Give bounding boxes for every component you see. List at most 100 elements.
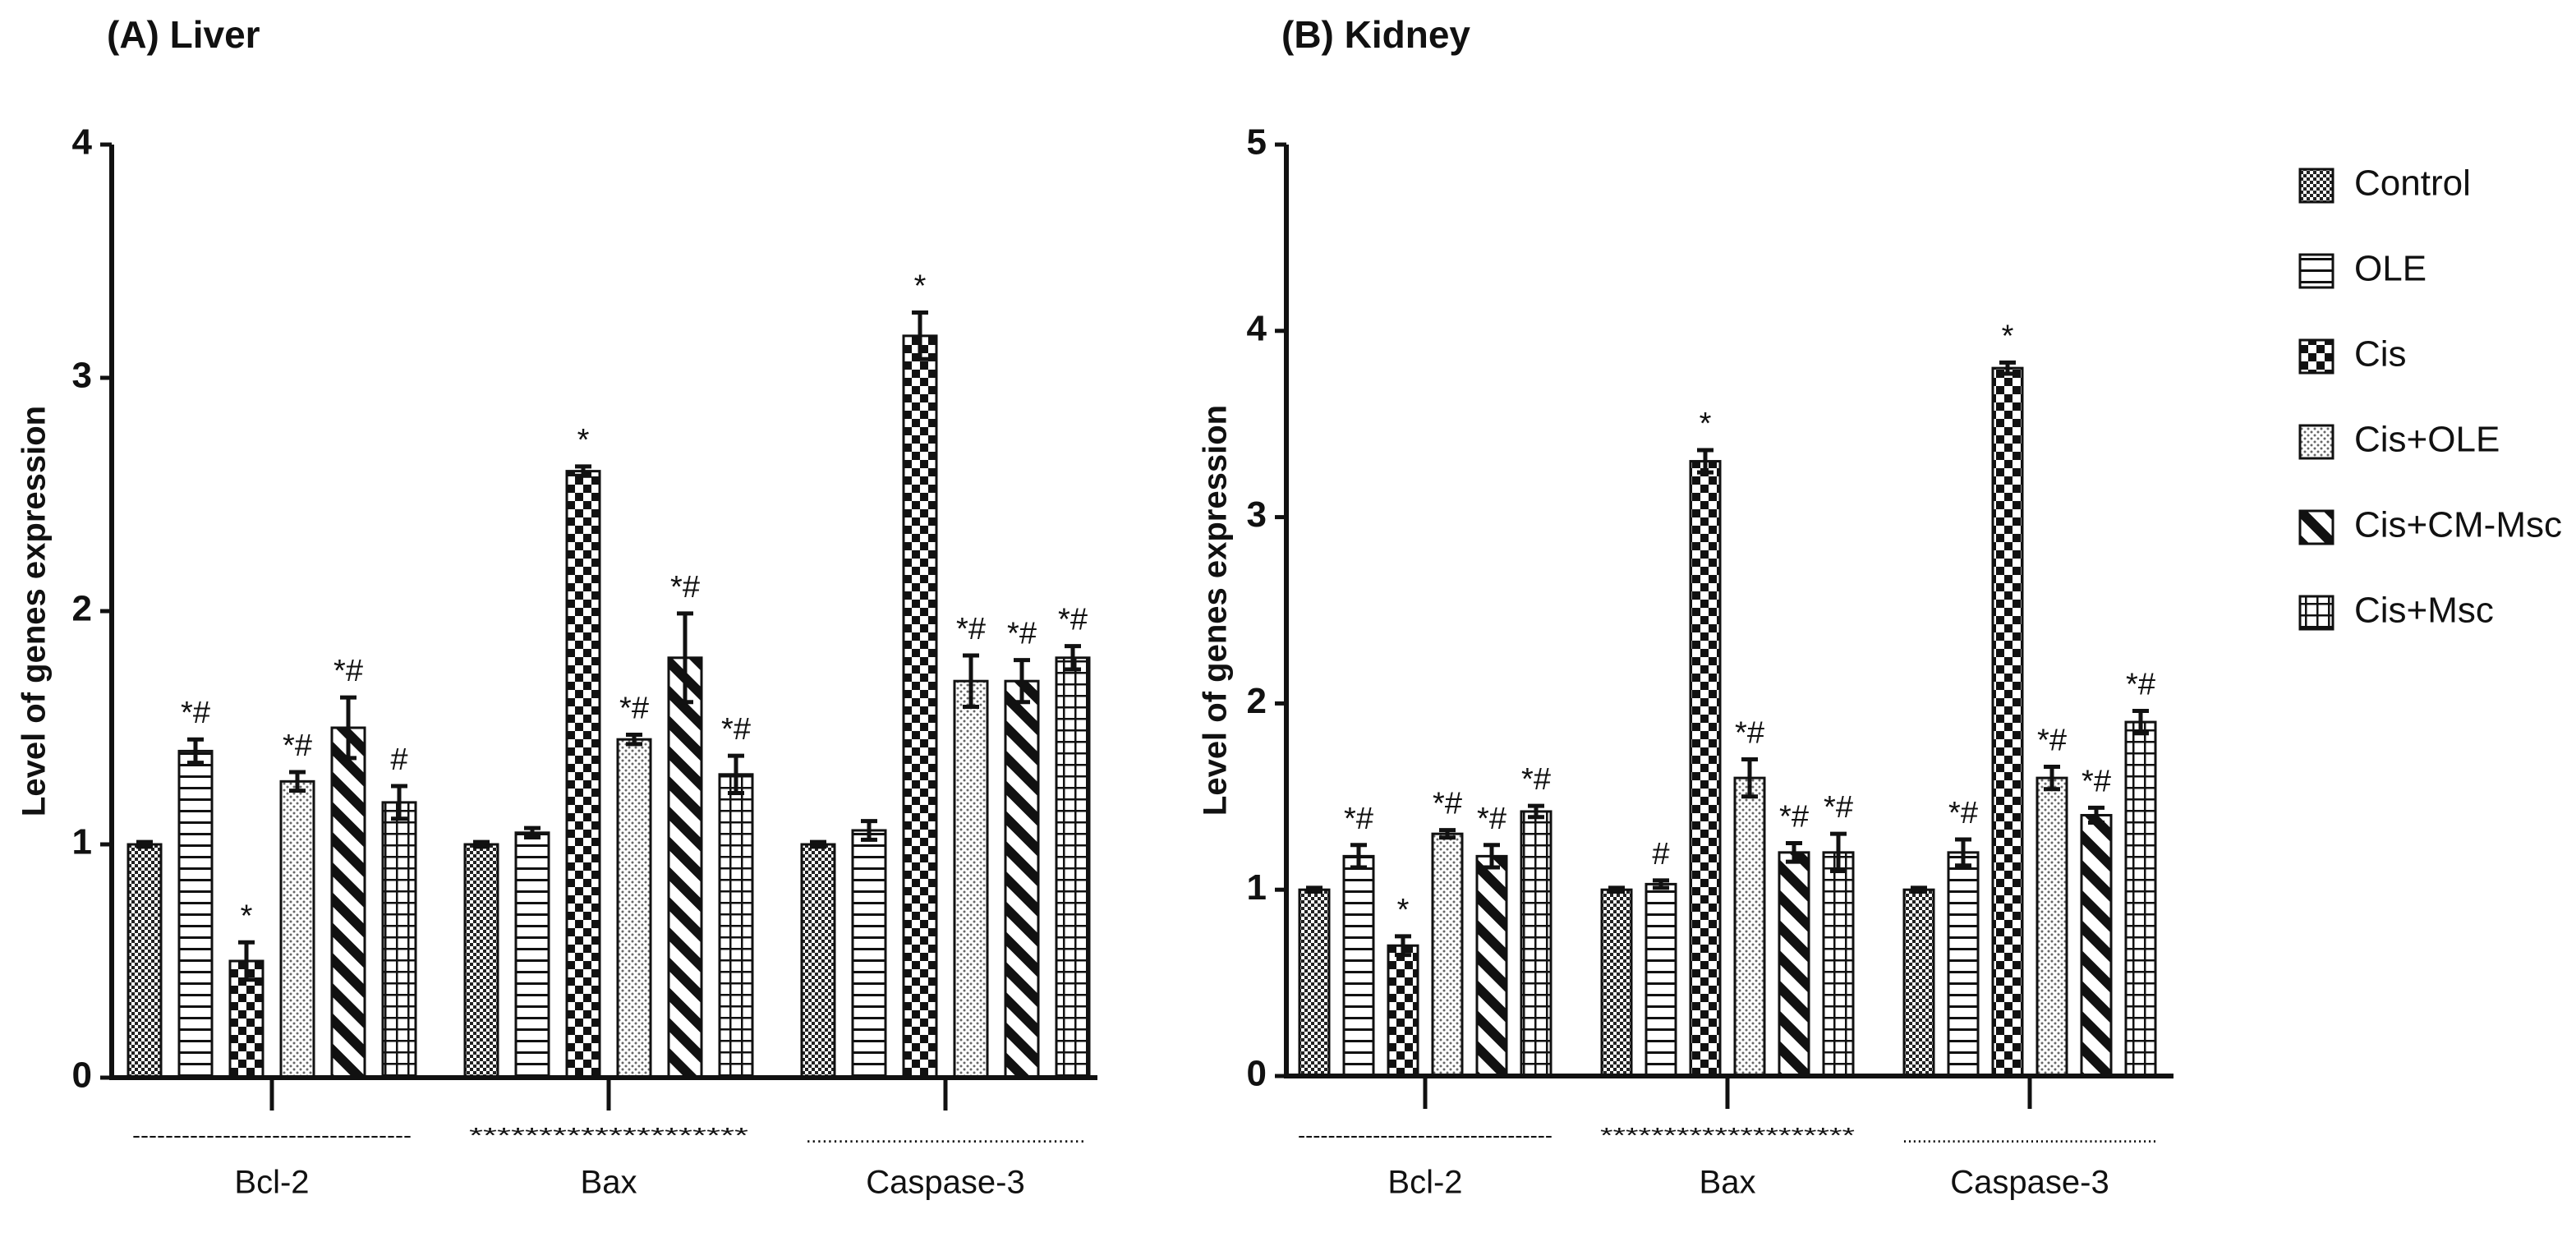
error-bar [340,695,356,761]
bar [902,334,938,1079]
legend-swatch [2298,509,2334,545]
significance-label: *# [1007,617,1037,651]
error-bar [1741,756,1758,799]
error-bar [728,753,744,796]
error-bar [1786,841,1802,864]
bar [1431,832,1464,1078]
bar [177,749,214,1079]
significance-label: *# [1058,603,1088,637]
bar [1902,888,1935,1078]
error-bar [1911,885,1927,894]
legend-swatch [2298,424,2334,460]
y-tick-label: 4 [1247,308,1267,348]
significance-label: *# [1477,802,1506,836]
category-rule: ---------------------------------- [1298,1123,1552,1147]
error-bar [391,784,407,821]
error-bar [1999,360,2016,376]
error-bar [1955,837,1971,868]
error-bar [289,770,306,793]
y-tick-label: 4 [72,122,93,163]
significance-label: *# [1344,802,1373,836]
x-tick-label: Caspase-3 [866,1165,1024,1201]
x-tick-label: Bax [1700,1165,1756,1201]
y-tick-label: 1 [1247,867,1267,908]
y-tick-label: 3 [72,356,92,396]
error-bar [136,839,153,849]
error-bar [524,825,540,839]
bar [565,470,601,1079]
error-bar [238,940,255,982]
error-bar [2132,708,2149,736]
error-bar [575,464,591,478]
significance-label: *# [2037,724,2067,758]
legend-label: OLE [2354,249,2426,289]
bar [616,738,652,1079]
bar [279,779,315,1079]
legend-label: Control [2354,163,2471,204]
bar [2036,776,2068,1078]
significance-label: # [390,743,407,777]
significance-label: *# [1521,762,1551,797]
bar [2124,720,2157,1078]
bar [1644,882,1677,1078]
significance-label: * [1700,407,1712,441]
bar [851,829,887,1079]
bar [1947,851,1980,1078]
significance-label: *# [2082,764,2111,798]
y-tick-label: 3 [1247,494,1267,535]
bar [1991,366,2024,1078]
category-rule: ........................................… [806,1123,1085,1147]
error-bar [810,839,826,849]
significance-label: *# [721,712,751,747]
legend-label: Cis+CM-Msc [2354,505,2562,545]
bar [126,843,163,1079]
bar [1055,656,1091,1079]
bar [381,801,417,1079]
error-bar [1697,448,1714,475]
significance-label: * [2002,319,2014,353]
legend-swatch [2298,168,2334,204]
error-bar [1350,843,1367,870]
category-rule: ---------------------------------- [132,1123,412,1147]
bar [463,843,499,1079]
legend-swatch [2298,338,2334,375]
bar [330,726,366,1079]
bar [1733,776,1766,1078]
significance-label: *# [1779,800,1809,835]
bar [1342,854,1375,1078]
category-rule: ........................................… [1902,1123,2157,1147]
bar [1298,888,1331,1078]
significance-label: *# [1433,787,1462,821]
legend-swatch [2298,595,2334,631]
y-axis-label: Level of genes expression [1198,405,1234,816]
error-bar [963,653,979,709]
bar [1475,854,1508,1078]
x-tick-label: Bcl-2 [234,1165,309,1201]
bar [2080,813,2113,1078]
significance-label: * [577,423,590,458]
chart-title: (A) Liver [107,13,260,56]
bar [1778,851,1810,1078]
error-bar [1608,885,1625,894]
bar [800,843,836,1079]
error-bar [187,737,204,766]
error-bar [912,310,928,361]
error-bar [626,733,642,747]
y-tick-label: 5 [1247,122,1267,163]
significance-label: * [241,899,253,933]
bar [953,679,989,1079]
significance-label: * [914,269,927,304]
error-bar [677,611,693,705]
bar [1689,460,1722,1078]
error-bar [1439,828,1456,840]
x-tick-label: Bcl-2 [1387,1165,1462,1201]
bar [667,656,703,1079]
error-bar [2088,805,2104,825]
y-tick-label: 0 [72,1055,92,1096]
significance-label: *# [181,696,210,730]
error-bar [861,819,877,842]
bar [1520,810,1552,1078]
legend-label: Cis+Msc [2354,591,2494,631]
significance-label: *# [1824,790,1853,825]
